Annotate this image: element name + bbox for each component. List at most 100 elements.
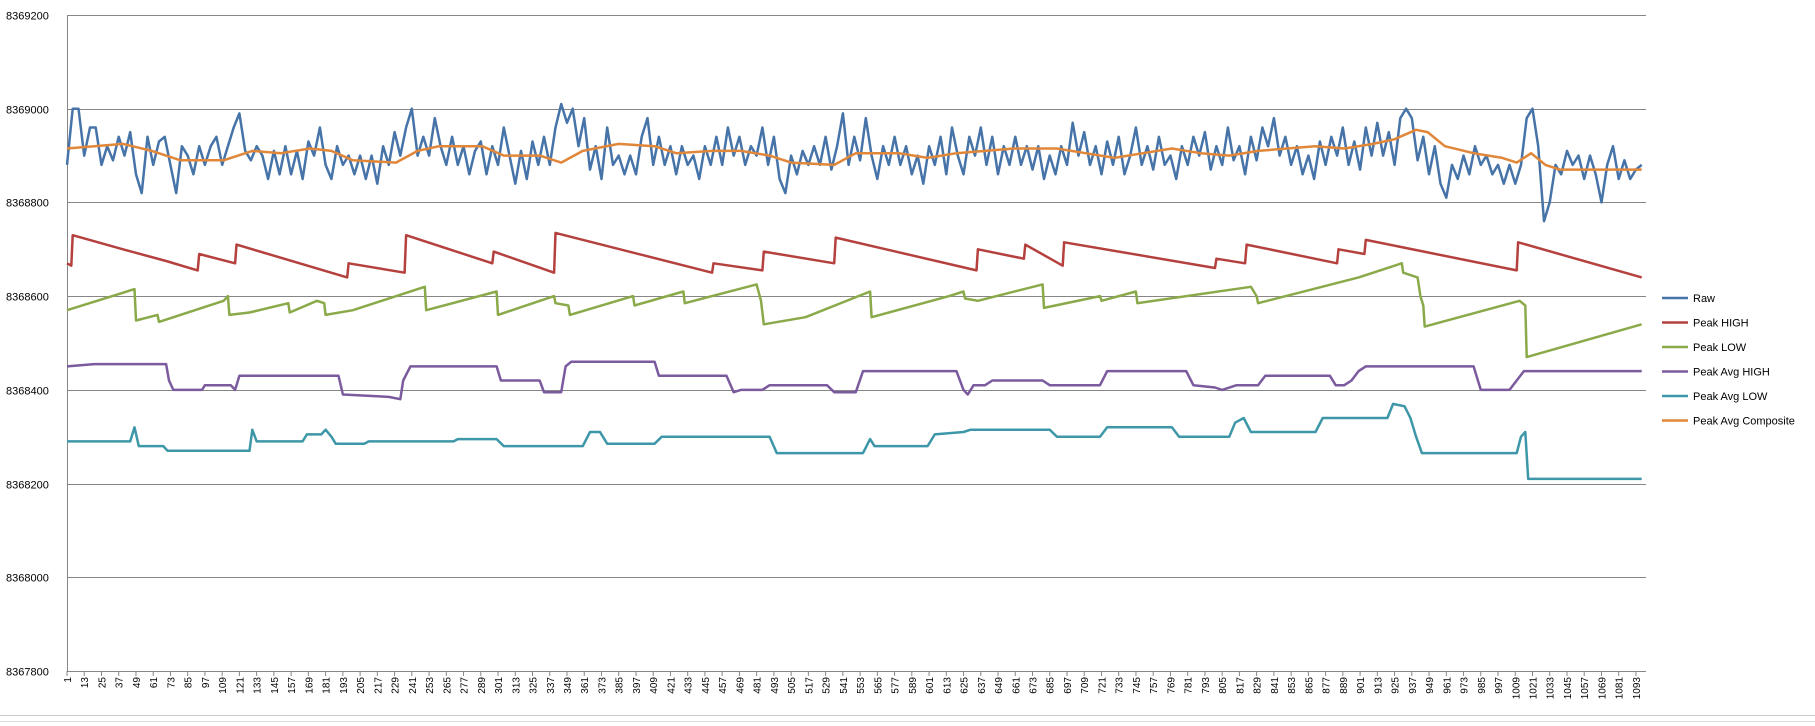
x-tick-label: 913	[1373, 677, 1384, 694]
x-tick-label: 637	[977, 677, 988, 694]
x-tick-label: 217	[373, 677, 384, 694]
x-tick-label: 577	[891, 677, 902, 694]
y-tick-label: 8369000	[6, 105, 49, 117]
legend-label: Raw	[1693, 293, 1715, 305]
x-tick-label: 145	[270, 677, 281, 694]
x-tick-label: 37	[115, 677, 126, 689]
x-tick-label: 625	[960, 677, 971, 694]
x-tick-label: 85	[184, 677, 195, 689]
x-tick-label: 265	[442, 677, 453, 694]
x-tick-label: 13	[80, 677, 91, 689]
x-tick-labels: 1 13 25 37 49 61 73 85 97 109 121 133 145 157 169 181 19…	[63, 671, 1643, 699]
legend-label: Peak Avg Composite	[1693, 416, 1795, 428]
x-tick-label: 745	[1132, 677, 1143, 694]
x-tick-label: 445	[701, 677, 712, 694]
legend-label: Peak LOW	[1693, 342, 1747, 354]
x-tick-label: 457	[718, 677, 729, 694]
x-tick-label: 697	[1063, 677, 1074, 694]
x-tick-label: 229	[391, 677, 402, 694]
x-tick-label: 157	[287, 677, 298, 694]
series-line-raw	[65, 102, 1643, 223]
x-tick-label: 1033	[1546, 677, 1557, 700]
x-tick-label: 805	[1218, 677, 1229, 694]
x-tick-label: 1057	[1580, 677, 1591, 700]
y-tick-labels: 8367800 8368000 8368200 8368400 8368600 83688…	[6, 11, 49, 679]
x-tick-label: 973	[1460, 677, 1471, 694]
x-tick-label: 553	[856, 677, 867, 694]
x-tick-label: 109	[218, 677, 229, 694]
y-tick-label: 8368000	[6, 573, 49, 585]
x-tick-label: 601	[925, 677, 936, 694]
x-tick-label: 361	[580, 677, 591, 694]
x-tick-label: 385	[615, 677, 626, 694]
y-tick-label: 8369200	[6, 11, 49, 23]
series-lines	[65, 102, 1643, 481]
y-tick-label: 8368200	[6, 480, 49, 492]
x-tick-label: 1021	[1528, 677, 1539, 700]
series-line-peak-high	[66, 231, 1643, 279]
x-tick-label: 73	[166, 677, 177, 689]
x-tick-label: 961	[1442, 677, 1453, 694]
x-tick-label: 841	[1270, 677, 1281, 694]
x-tick-label: 61	[149, 677, 160, 689]
x-tick-label: 769	[1166, 677, 1177, 694]
x-tick-label: 997	[1494, 677, 1505, 694]
x-tick-label: 733	[1115, 677, 1126, 694]
x-tick-label: 289	[477, 677, 488, 694]
x-tick-label: 25	[97, 677, 108, 689]
x-tick-label: 613	[942, 677, 953, 694]
x-tick-label: 493	[770, 677, 781, 694]
x-tick-label: 721	[1097, 677, 1108, 694]
legend: Raw Peak HIGH Peak LOW Peak Avg HIGH Peak Av…	[1662, 293, 1795, 428]
x-tick-label: 865	[1304, 677, 1315, 694]
x-tick-label: 409	[649, 677, 660, 694]
x-tick-label: 349	[563, 677, 574, 694]
x-tick-label: 817	[1235, 677, 1246, 694]
x-tick-label: 133	[253, 677, 264, 694]
x-tick-label: 829	[1253, 677, 1264, 694]
x-tick-label: 181	[322, 677, 333, 694]
x-tick-label: 421	[666, 677, 677, 694]
y-tick-label: 8367800	[6, 667, 49, 679]
x-tick-label: 373	[597, 677, 608, 694]
x-tick-label: 121	[235, 677, 246, 694]
x-tick-label: 901	[1356, 677, 1367, 694]
x-tick-label: 565	[873, 677, 884, 694]
x-tick-label: 661	[1011, 677, 1022, 694]
x-tick-label: 169	[304, 677, 315, 694]
y-tick-label: 8368400	[6, 386, 49, 398]
y-tick-label: 8368600	[6, 292, 49, 304]
x-tick-label: 253	[425, 677, 436, 694]
x-tick-label: 337	[546, 677, 557, 694]
x-tick-label: 277	[460, 677, 471, 694]
x-tick-label: 97	[201, 677, 212, 689]
axes	[67, 15, 1646, 672]
x-tick-label: 853	[1287, 677, 1298, 694]
x-tick-label: 241	[408, 677, 419, 694]
x-tick-label: 649	[994, 677, 1005, 694]
x-tick-label: 529	[822, 677, 833, 694]
series-line-peak-avg-low	[67, 402, 1642, 481]
x-tick-label: 889	[1339, 677, 1350, 694]
legend-label: Peak Avg LOW	[1693, 391, 1768, 403]
legend-label: Peak Avg HIGH	[1693, 367, 1770, 379]
x-tick-label: 481	[753, 677, 764, 694]
series-line-peak-low	[66, 262, 1643, 359]
x-tick-label: 949	[1425, 677, 1436, 694]
x-tick-label: 301	[494, 677, 505, 694]
x-tick-label: 1009	[1511, 677, 1522, 700]
x-tick-label: 709	[1080, 677, 1091, 694]
x-tick-label: 1081	[1615, 677, 1626, 700]
x-tick-label: 49	[132, 677, 143, 689]
legend-label: Peak HIGH	[1693, 318, 1749, 330]
x-tick-label: 589	[908, 677, 919, 694]
x-tick-label: 1045	[1563, 677, 1574, 700]
x-tick-label: 517	[804, 677, 815, 694]
x-tick-label: 673	[1029, 677, 1040, 694]
x-tick-label: 397	[632, 677, 643, 694]
x-tick-label: 1	[63, 677, 74, 683]
x-tick-label: 505	[787, 677, 798, 694]
x-tick-label: 925	[1391, 677, 1402, 694]
x-tick-label: 433	[684, 677, 695, 694]
